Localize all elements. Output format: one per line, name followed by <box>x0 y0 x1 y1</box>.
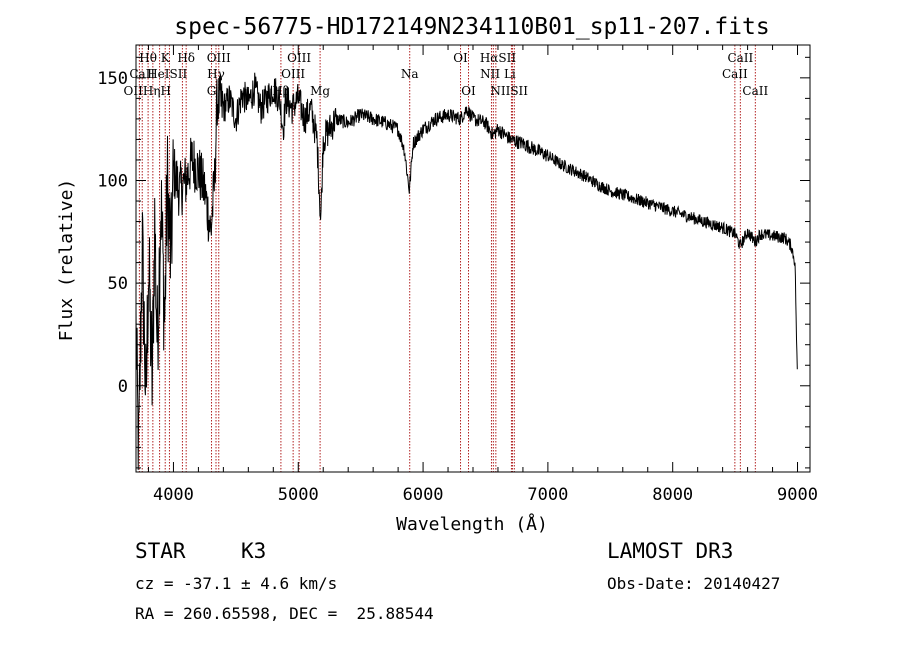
line-label-21: CaII <box>742 84 768 98</box>
obs-date: Obs-Date: 20140427 <box>607 574 781 593</box>
line-label-9: HeISII <box>147 67 187 81</box>
line-label-0: Hθ <box>139 51 157 65</box>
x-axis-label: Wavelength (Å) <box>396 513 548 535</box>
line-label-14: CaII <box>722 67 748 81</box>
survey-label: LAMOST DR3 <box>607 539 734 563</box>
chart-title: spec-56775-HD172149N234110B01_sp11-207.f… <box>174 14 769 40</box>
y-tick-label: 50 <box>108 274 128 294</box>
x-tick-label: 5000 <box>278 485 319 505</box>
spectrum-series-line <box>135 72 798 470</box>
line-label-20: NIISII <box>490 84 528 98</box>
coordinates: RA = 260.65598, DEC = 25.88544 <box>135 604 434 623</box>
x-tick-label: 6000 <box>403 485 444 505</box>
y-axis-ticks: 0 50 100 150 <box>97 56 810 469</box>
line-label-13: NII Li <box>480 67 516 81</box>
line-label-3: OIII <box>207 51 231 65</box>
line-label-10: Hγ <box>207 67 225 81</box>
object-subclass: K3 <box>241 539 267 563</box>
y-tick-label: 0 <box>118 377 128 397</box>
x-tick-label: 8000 <box>652 485 693 505</box>
y-axis-label: Flux (relative) <box>56 179 77 342</box>
line-label-15: OIIHηH <box>124 84 171 98</box>
line-label-18: Mg <box>310 84 330 98</box>
x-tick-label: 4000 <box>153 485 194 505</box>
line-label-6: HαSII <box>480 51 517 65</box>
object-class: STAR <box>135 539 186 563</box>
line-label-16: G <box>207 84 217 98</box>
line-label-7: CaII <box>727 51 753 65</box>
x-tick-label: 7000 <box>527 485 568 505</box>
spectral-line-labels: Hθ K Hδ OIII OIII OI HαSII CaII CaII HeISII Hγ OIII… <box>124 51 769 98</box>
x-tick-label: 9000 <box>777 485 818 505</box>
y-tick-label: 100 <box>97 171 128 191</box>
x-axis-ticks: 4000 5000 6000 7000 8000 9000 <box>147 45 818 505</box>
line-label-19: OI <box>461 84 476 98</box>
line-label-5: OI <box>453 51 468 65</box>
line-label-11: OIII <box>281 67 305 81</box>
line-label-12: Na <box>401 67 419 81</box>
line-label-2: Hδ <box>177 51 195 65</box>
y-tick-label: 150 <box>97 69 128 89</box>
line-label-4: OIII <box>287 51 311 65</box>
line-label-1: K <box>161 51 171 65</box>
redshift-info: cz = -37.1 ± 4.6 km/s <box>135 574 338 593</box>
